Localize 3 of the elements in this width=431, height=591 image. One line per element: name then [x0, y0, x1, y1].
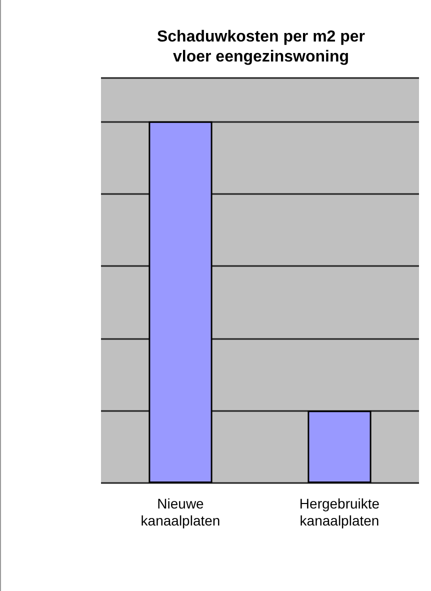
- chart-title: Schaduwkosten per m2 per vloer eengezinswoning: [156, 28, 366, 66]
- x-tick-label: Hergebruikte kanaalplaten: [299, 496, 380, 528]
- x-tick-label: Nieuwe kanaalplaten: [140, 496, 220, 528]
